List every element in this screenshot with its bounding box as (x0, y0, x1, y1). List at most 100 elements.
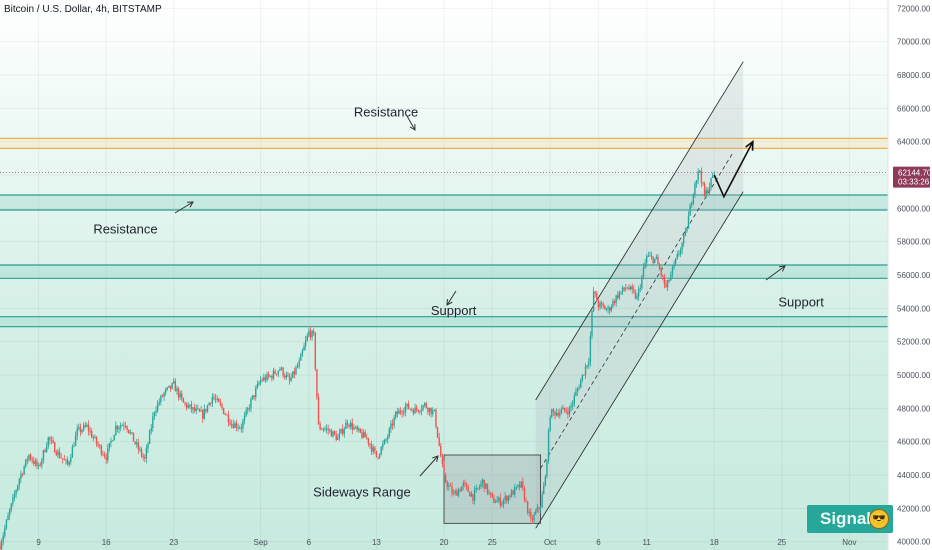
candle-body (255, 388, 257, 397)
candle-body (596, 293, 598, 302)
candle-body (414, 407, 416, 414)
candle-body (449, 485, 452, 487)
candle-body (337, 437, 339, 440)
candle-body (50, 440, 53, 441)
candle-body (576, 388, 579, 392)
teal-resistance-band (0, 195, 888, 210)
candle-body (349, 422, 352, 427)
candle-body (391, 423, 394, 426)
candle-body (647, 255, 650, 257)
candle-body (411, 409, 413, 410)
time-tick-label: 23 (169, 538, 178, 547)
price-tick-label: 50000.00 (897, 371, 931, 380)
candle-body (7, 515, 9, 521)
candle-body (406, 403, 408, 407)
candle-body (316, 369, 318, 398)
candle-body (234, 423, 236, 428)
candle-body (523, 488, 526, 501)
candle-body (259, 379, 262, 384)
candle-body (97, 443, 99, 446)
candle-body (31, 459, 33, 461)
candle-body (65, 459, 67, 461)
price-tick-label: 72000.00 (897, 4, 931, 13)
annotation-arrow (765, 265, 786, 281)
candle-body (488, 492, 490, 494)
candle-body (197, 408, 199, 410)
time-tick-label: 6 (307, 538, 312, 547)
candle-body (671, 267, 674, 275)
candle-body (390, 423, 392, 429)
candle-body (617, 295, 619, 298)
candle-body (271, 376, 273, 379)
candle-body (272, 370, 275, 379)
candle-body (173, 381, 175, 384)
trend-channel (535, 61, 744, 529)
candle-body (304, 340, 307, 346)
signal-label: Signal (820, 509, 872, 528)
candle-body (237, 427, 239, 429)
candle-body (161, 395, 164, 397)
candle-body (568, 407, 571, 415)
candle-body (118, 427, 120, 430)
candle-body (472, 494, 474, 501)
candle-body (63, 459, 66, 461)
candle-body (329, 430, 331, 431)
candle-body (375, 450, 378, 457)
candle-body (456, 491, 458, 496)
candle-body (620, 291, 622, 293)
candle-body (538, 507, 540, 509)
candle-body (4, 527, 6, 536)
candle-body (155, 410, 157, 413)
candle-body (60, 457, 62, 459)
price-tick-label: 42000.00 (897, 504, 931, 513)
candle-body (62, 458, 64, 460)
annotation-label: Sideways Range (313, 485, 411, 500)
candle-body (29, 454, 32, 460)
candle-body (5, 520, 8, 528)
candle-body (147, 443, 149, 449)
candle-body (565, 410, 567, 412)
candle-body (266, 374, 268, 381)
candle-body (158, 402, 160, 404)
candle-body (105, 456, 107, 461)
candle-body (245, 410, 247, 416)
candle-body (356, 426, 358, 431)
candle-body (578, 387, 580, 389)
candle-body (554, 411, 556, 416)
price-tick-label: 64000.00 (897, 138, 931, 147)
candle-body (679, 250, 682, 254)
candle-body (42, 450, 45, 460)
candle-body (597, 301, 600, 308)
candle-body (70, 457, 72, 462)
candle-body (573, 395, 576, 404)
grid-lines (0, 0, 888, 550)
candle-body (108, 442, 111, 449)
candle-body (427, 407, 429, 412)
candle-body (79, 427, 82, 433)
candle-body (625, 288, 627, 290)
candle-body (193, 407, 196, 411)
candle-body (645, 255, 648, 263)
teal-support-band-upper (0, 265, 888, 279)
candle-body (174, 381, 177, 392)
candle-body (309, 330, 312, 338)
price-tick-label: 70000.00 (897, 38, 931, 47)
candle-body (156, 403, 159, 411)
candle-body (465, 483, 468, 487)
candle-body (443, 464, 445, 475)
price-tick-label: 46000.00 (897, 438, 931, 447)
candle-body (171, 383, 173, 389)
candle-body (567, 411, 569, 415)
annotation-label: Resistance (93, 221, 157, 236)
candle-body (613, 301, 616, 304)
candle-body (623, 287, 625, 290)
candle-body (436, 426, 439, 438)
candle-body (383, 439, 386, 444)
time-axis[interactable]: 9 16 23 Sep 6 13 20 25 Oct 6 11 18 25 Nov (36, 538, 856, 547)
candle-body (87, 424, 90, 432)
candle-body (73, 446, 75, 447)
candle-body (517, 484, 519, 487)
candle-body (608, 307, 611, 311)
annotation-arrow (406, 115, 416, 131)
